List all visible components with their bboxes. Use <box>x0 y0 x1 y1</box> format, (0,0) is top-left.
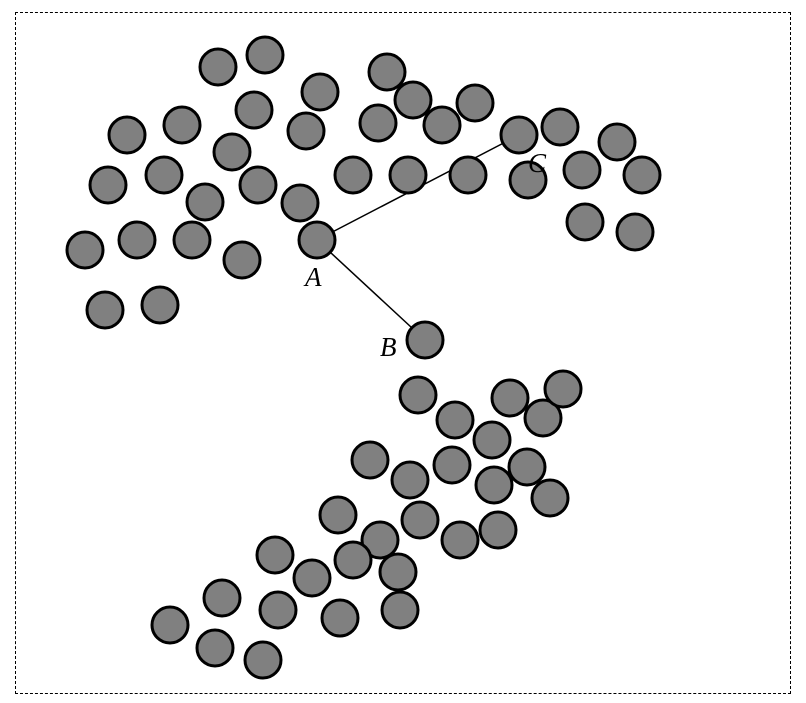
data-point <box>395 82 431 118</box>
data-point <box>392 462 428 498</box>
data-point <box>282 185 318 221</box>
data-point <box>492 380 528 416</box>
data-point <box>450 157 486 193</box>
data-point <box>599 124 635 160</box>
data-point <box>288 113 324 149</box>
data-point <box>400 377 436 413</box>
point-label-b: B <box>380 332 397 363</box>
data-point <box>542 109 578 145</box>
data-point <box>545 371 581 407</box>
data-point <box>245 642 281 678</box>
data-point <box>476 467 512 503</box>
data-point <box>532 480 568 516</box>
data-point <box>197 630 233 666</box>
data-point <box>617 214 653 250</box>
data-point <box>437 402 473 438</box>
data-point <box>335 157 371 193</box>
data-point <box>187 184 223 220</box>
data-point <box>164 107 200 143</box>
data-point <box>434 447 470 483</box>
point-label-c: C <box>528 148 546 179</box>
data-point <box>402 502 438 538</box>
data-point <box>442 522 478 558</box>
data-point <box>257 537 293 573</box>
data-point <box>480 512 516 548</box>
data-point <box>380 554 416 590</box>
data-point <box>567 204 603 240</box>
data-point <box>204 580 240 616</box>
data-point <box>360 105 396 141</box>
data-point <box>509 449 545 485</box>
data-point <box>236 92 272 128</box>
data-point <box>302 74 338 110</box>
data-point <box>424 107 460 143</box>
data-point <box>200 49 236 85</box>
data-point <box>152 607 188 643</box>
connector-line <box>317 240 425 340</box>
data-point <box>90 167 126 203</box>
data-point <box>247 37 283 73</box>
data-point <box>142 287 178 323</box>
diagram-svg <box>0 0 806 703</box>
data-point <box>260 592 296 628</box>
data-point <box>214 134 250 170</box>
data-point <box>564 152 600 188</box>
data-point <box>224 242 260 278</box>
data-point <box>146 157 182 193</box>
data-point <box>87 292 123 328</box>
data-point <box>119 222 155 258</box>
data-point <box>174 222 210 258</box>
data-point <box>407 322 443 358</box>
data-point <box>67 232 103 268</box>
data-point <box>240 167 276 203</box>
data-point <box>109 117 145 153</box>
data-point <box>457 85 493 121</box>
data-point <box>322 600 358 636</box>
data-point <box>320 497 356 533</box>
data-point <box>294 560 330 596</box>
point-label-a: A <box>305 262 322 293</box>
data-point <box>335 542 371 578</box>
data-point <box>474 422 510 458</box>
data-point <box>382 592 418 628</box>
data-point <box>299 222 335 258</box>
data-point <box>369 54 405 90</box>
data-point <box>624 157 660 193</box>
data-point <box>352 442 388 478</box>
data-point <box>390 157 426 193</box>
